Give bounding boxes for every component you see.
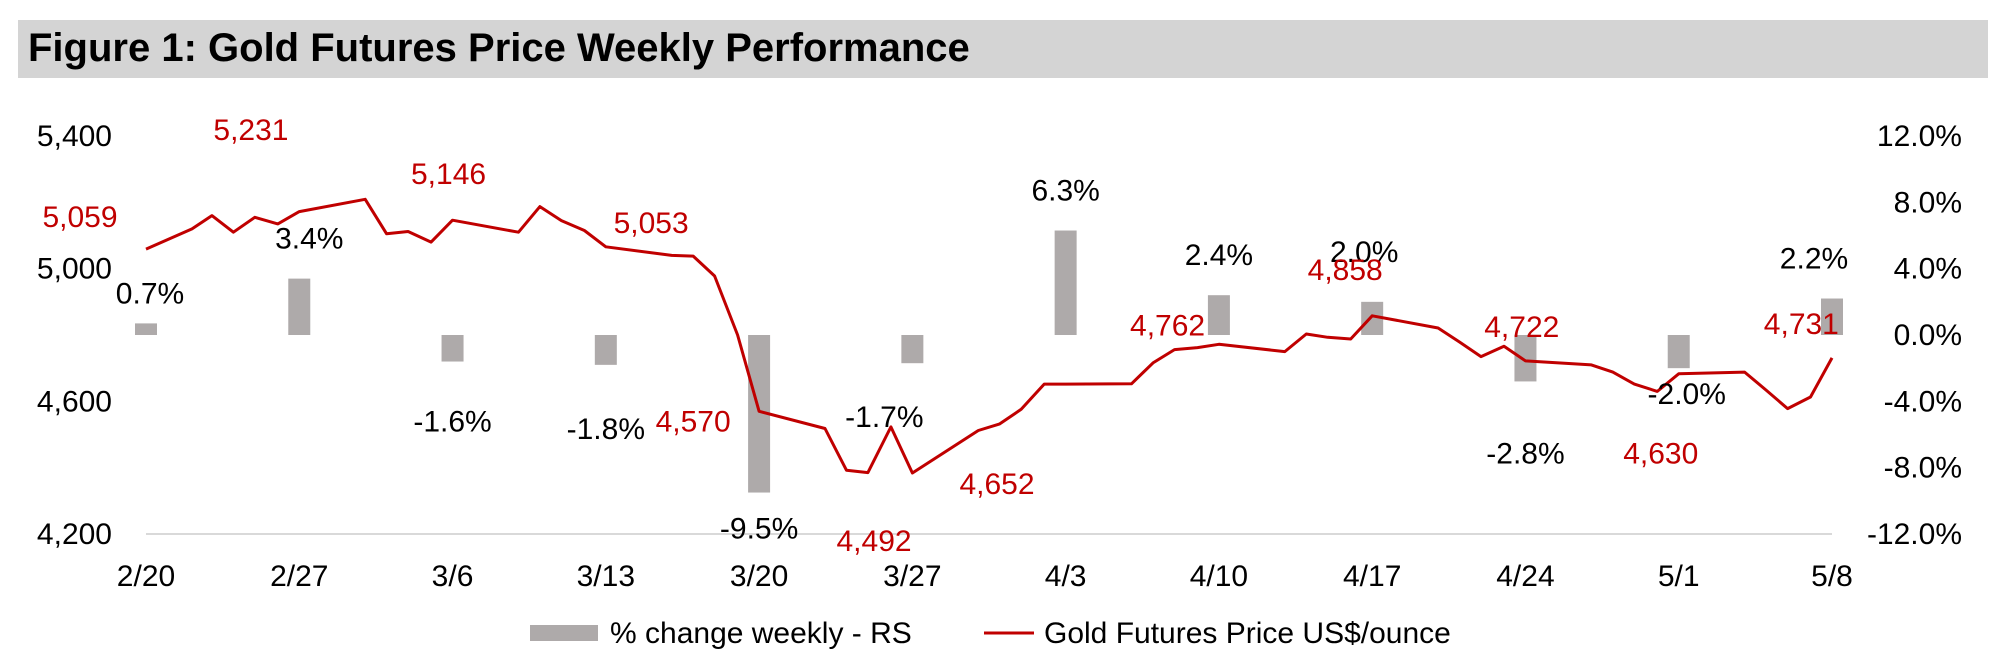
x-tick-label: 4/17 [1343,560,1401,593]
x-tick-label: 4/10 [1190,560,1248,593]
legend-line-label: Gold Futures Price US$/ounce [1044,617,1451,650]
x-tick-label: 3/13 [577,560,635,593]
bar [594,335,617,365]
bar [1821,298,1843,335]
bar [1667,335,1690,369]
bar-value-label: -2.8% [1486,437,1564,470]
left-tick-label: 5,400 [37,120,112,153]
bar-value-label: 2.0% [1330,236,1398,269]
bar [135,323,157,335]
price-value-label: 4,731 [1764,308,1839,341]
legend-bar-swatch [530,625,598,641]
bar [1054,230,1077,335]
price-value-label: 4,722 [1484,311,1559,344]
price-value-label: 4,858 [1308,254,1383,287]
bar [1514,335,1537,382]
price-value-label: 5,053 [614,207,689,240]
bar-value-label: 6.3% [1031,175,1099,208]
price-value-label: 4,762 [1130,310,1205,343]
bar-series [135,230,1843,493]
x-tick-label: 3/6 [432,560,474,593]
bar-value-label: -9.5% [720,513,798,546]
right-tick-label: 8.0% [1894,186,1962,219]
bar [1361,301,1384,335]
bar [441,335,464,362]
price-value-label: 5,231 [213,114,288,147]
title-bar: Figure 1: Gold Futures Price Weekly Perf… [18,20,1988,78]
bar-value-label: -1.7% [845,401,923,434]
price-value-label: 4,570 [656,405,731,438]
bar-value-label: 0.7% [116,277,184,310]
price-value-label: 4,630 [1623,437,1698,470]
right-tick-label: 4.0% [1894,253,1962,286]
bar [748,335,771,493]
price-value-label: 4,652 [959,468,1034,501]
x-tick-label: 4/3 [1045,560,1087,593]
x-tick-label: 3/27 [883,560,941,593]
axes: 5,400 5,000 4,600 4,200 12.0% 8.0% 4.0% 0.0% -4.… [37,120,1962,593]
right-tick-label: -12.0% [1867,518,1962,551]
price-value-label: 4,492 [837,525,912,558]
right-tick-label: -8.0% [1884,452,1962,485]
right-tick-label: 12.0% [1877,120,1962,153]
left-tick-label: 5,000 [37,253,112,286]
x-tick-label: 3/20 [730,560,788,593]
legend: % change weekly - RS Gold Futures Price U… [530,617,1451,650]
left-tick-label: 4,200 [37,518,112,551]
bar-value-label: 2.2% [1780,243,1848,276]
price-value-label: 5,146 [411,158,486,191]
bar-value-label: -1.6% [413,406,491,439]
chart-title: Figure 1: Gold Futures Price Weekly Perf… [28,26,970,70]
legend-bar-label: % change weekly - RS [610,617,912,650]
right-tick-label: 0.0% [1894,319,1962,352]
x-tick-label: 2/20 [117,560,175,593]
line-series [145,197,1834,475]
bar [1207,295,1230,335]
bar [901,335,924,364]
x-tick-label: 5/1 [1658,560,1700,593]
bar-value-label: 2.4% [1185,239,1253,272]
bar-value-label: 3.4% [275,223,343,256]
right-tick-label: -4.0% [1884,385,1962,418]
price-value-label: 5,059 [42,201,117,234]
x-tick-label: 5/8 [1811,560,1853,593]
price-line [145,197,1834,475]
data-labels: 0.7% 3.4% -1.6% -1.8% -9.5% -1.7% 6.3% 2.4% 2.0%… [42,114,1848,558]
bar [288,278,311,335]
left-tick-label: 4,600 [37,385,112,418]
x-tick-label: 4/24 [1496,560,1554,593]
x-tick-label: 2/27 [270,560,328,593]
bar-value-label: -1.8% [567,413,645,446]
bar-value-label: -2.0% [1648,378,1726,411]
